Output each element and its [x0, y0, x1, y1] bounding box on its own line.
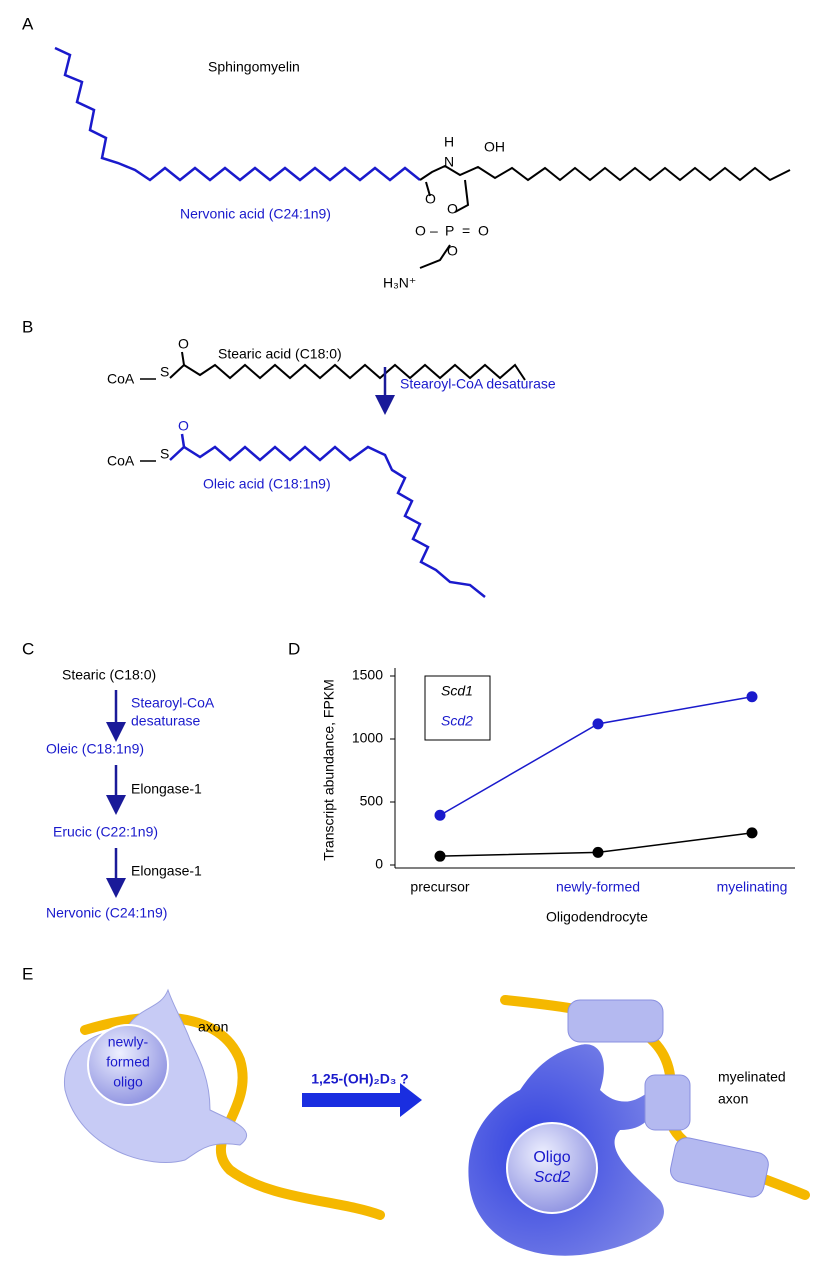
panel-label: D	[288, 639, 300, 658]
x-tick-label: myelinating	[717, 879, 788, 895]
atom: –	[430, 223, 438, 239]
atom: O	[425, 191, 436, 207]
atom: O	[447, 243, 458, 259]
atom: O	[478, 223, 489, 239]
data-point	[746, 691, 758, 703]
bond	[454, 179, 470, 213]
nucleus	[506, 1122, 598, 1214]
panel-label: C	[22, 639, 34, 658]
enzyme-label: desaturase	[131, 713, 200, 729]
x-axis-title: Oligodendrocyte	[546, 909, 648, 925]
panel-label: E	[22, 964, 33, 983]
atom: O	[447, 201, 458, 217]
gene-label: Scd2	[534, 1169, 571, 1186]
bond	[180, 433, 186, 448]
enzyme-label: Stearoyl-CoA desaturase	[400, 376, 556, 392]
sphingosine-chain	[419, 164, 791, 182]
line-chart: D Oligodendrocyte Transcript abundance, …	[288, 639, 795, 925]
data-point	[592, 846, 604, 858]
cell-label: Oligo	[533, 1149, 570, 1166]
substrate-label: Stearic acid (C18:0)	[218, 346, 342, 362]
atom: S	[160, 446, 169, 462]
myelin-segment	[567, 999, 664, 1043]
data-point	[592, 718, 604, 730]
atom: CoA	[107, 371, 135, 387]
atom: OH	[484, 139, 505, 155]
data-point	[434, 809, 446, 821]
myelin-segment	[669, 1137, 769, 1198]
enzyme-label: Stearoyl-CoA	[131, 695, 215, 711]
atom: P	[445, 223, 454, 239]
nucleus	[87, 1024, 169, 1106]
pathway-step: Stearic (C18:0)	[62, 667, 156, 683]
atom: S	[160, 364, 169, 380]
enzyme-label: Elongase-1	[131, 863, 202, 879]
x-tick-label: newly-formed	[556, 879, 640, 895]
data-point	[746, 827, 758, 839]
bond	[181, 351, 185, 366]
y-tick-label: 0	[375, 856, 383, 872]
panel-label: A	[22, 14, 34, 33]
myelin-segment	[644, 1074, 691, 1131]
axon-label: axon	[718, 1091, 748, 1107]
legend	[424, 675, 491, 741]
fatty-acid-label: Nervonic acid (C24:1n9)	[180, 206, 331, 222]
atom: CoA	[107, 453, 135, 469]
oleic-chain	[169, 445, 486, 598]
nervonic-chain	[54, 46, 421, 182]
bond	[419, 244, 451, 269]
product-label: Oleic acid (C18:1n9)	[203, 476, 331, 492]
atom: O	[415, 223, 426, 239]
cell-label: newly-	[108, 1034, 149, 1050]
y-tick-label: 500	[360, 793, 384, 809]
legend-label: Scd1	[441, 683, 473, 699]
panel-label: B	[22, 317, 33, 336]
axon-label: myelinated	[718, 1069, 786, 1085]
cell-label: formed	[106, 1054, 150, 1070]
pathway-step: Erucic (C22:1n9)	[53, 824, 158, 840]
legend-label: Scd2	[441, 713, 473, 729]
atom: O	[178, 418, 189, 434]
y-tick-label: 1500	[352, 667, 383, 683]
axon-label: axon	[198, 1019, 228, 1035]
stearic-chain	[169, 363, 526, 381]
treatment-label: 1,25-(OH)₂D₃ ?	[311, 1071, 408, 1087]
x-tick-label: precursor	[410, 879, 469, 895]
y-tick-label: 1000	[352, 730, 383, 746]
atom: O	[178, 336, 189, 352]
pathway-step: Nervonic (C24:1n9)	[46, 905, 167, 921]
pathway-step: Oleic (C18:1n9)	[46, 741, 144, 757]
atom: =	[462, 223, 470, 239]
atom: H₃N⁺	[383, 275, 416, 291]
treatment-arrow	[302, 1083, 422, 1117]
cell-label: oligo	[113, 1074, 143, 1090]
atom: N	[444, 154, 454, 170]
bond	[425, 181, 431, 197]
atom: H	[444, 134, 454, 150]
enzyme-label: Elongase-1	[131, 781, 202, 797]
data-point	[434, 850, 446, 862]
y-axis-title: Transcript abundance, FPKM	[321, 679, 337, 861]
molecule-name: Sphingomyelin	[208, 59, 300, 75]
